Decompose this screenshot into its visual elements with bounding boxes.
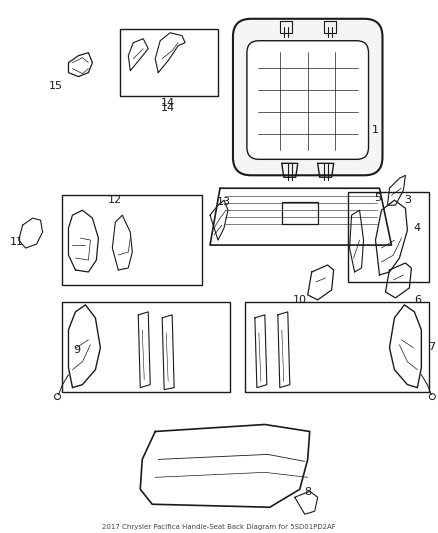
- Text: 13: 13: [217, 197, 231, 207]
- Text: 11: 11: [10, 237, 24, 247]
- Bar: [348, 192, 429, 282]
- Text: 10: 10: [293, 295, 307, 305]
- Text: 5: 5: [374, 193, 381, 203]
- Text: 4: 4: [414, 223, 421, 233]
- Text: 1: 1: [372, 125, 379, 135]
- FancyBboxPatch shape: [247, 41, 368, 159]
- Bar: [63, 195, 202, 285]
- Text: 14: 14: [161, 98, 175, 108]
- Text: 7: 7: [428, 342, 435, 352]
- Text: 15: 15: [49, 80, 63, 91]
- Bar: [282, 202, 318, 224]
- Text: 8: 8: [304, 487, 311, 497]
- Text: 14: 14: [161, 102, 175, 112]
- Bar: [63, 302, 230, 392]
- Bar: [245, 302, 429, 392]
- Text: 2017 Chrysler Pacifica Handle-Seat Back Diagram for 5SD01PD2AF: 2017 Chrysler Pacifica Handle-Seat Back …: [102, 524, 336, 530]
- Bar: [120, 29, 218, 95]
- Text: 12: 12: [108, 195, 122, 205]
- Text: 6: 6: [414, 295, 421, 305]
- Text: 3: 3: [404, 195, 411, 205]
- FancyBboxPatch shape: [233, 19, 382, 175]
- Text: 9: 9: [73, 345, 80, 355]
